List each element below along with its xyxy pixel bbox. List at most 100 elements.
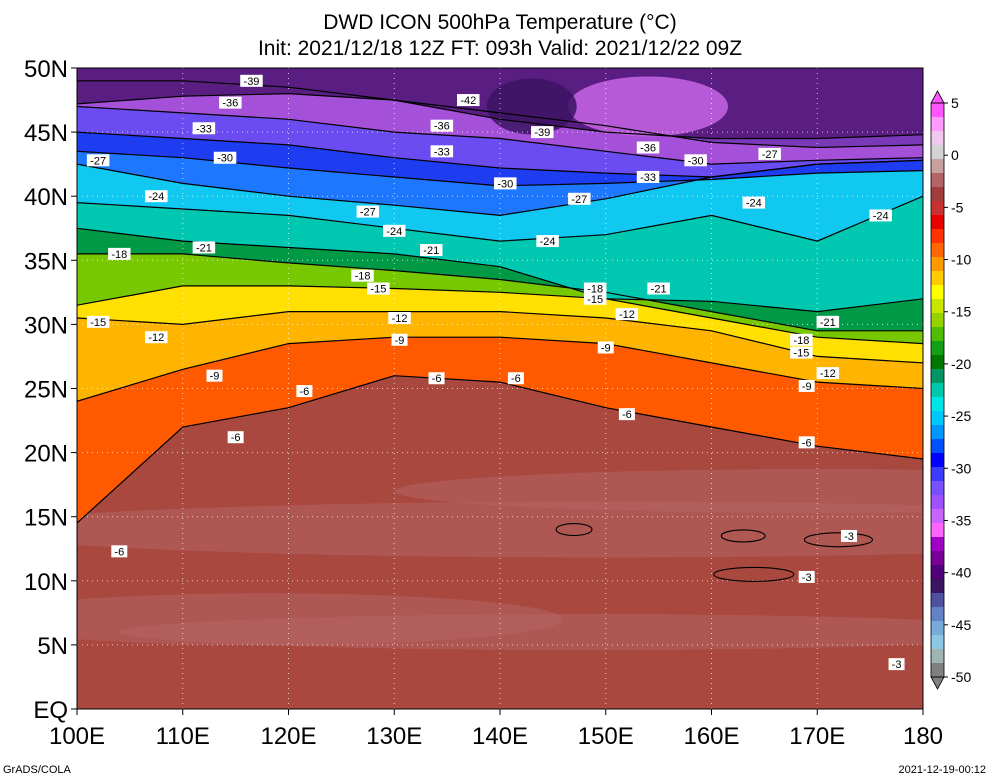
colorbar-label: -45 [951, 617, 971, 633]
svg-text:-24: -24 [873, 210, 889, 222]
isotherm-label: -24 [536, 235, 559, 248]
svg-text:-21: -21 [423, 245, 439, 257]
svg-text:-24: -24 [540, 236, 556, 248]
colorbar-segment [931, 257, 944, 272]
colorbar-segment [931, 271, 944, 286]
isotherm-label: -18 [351, 269, 374, 283]
y-tick-label: 10N [24, 569, 68, 596]
isotherm-label: -21 [816, 315, 840, 329]
svg-text:-9: -9 [395, 335, 405, 347]
y-tick-label: 15N [24, 505, 68, 532]
colorbar-label: -5 [951, 199, 964, 215]
y-tick-label: 5N [37, 633, 68, 660]
isotherm-12 [77, 311, 923, 364]
cold-core [486, 78, 577, 135]
svg-text:-24: -24 [148, 191, 164, 203]
svg-text:-9: -9 [210, 371, 220, 383]
isotherm-label: -30 [213, 151, 237, 165]
colorbar-segment [931, 313, 944, 328]
colorbar-label: -10 [951, 252, 971, 268]
isotherm-label: -12 [816, 367, 840, 380]
colorbar-segment [931, 229, 944, 244]
y-tick-label: 50N [24, 56, 68, 83]
colorbar-segment [931, 425, 944, 440]
isotherm-label: -42 [457, 94, 480, 107]
svg-text:-30: -30 [217, 153, 233, 165]
y-tick-label: EQ [33, 697, 68, 724]
colorbar-segment [931, 397, 944, 412]
isotherm-label: -12 [388, 311, 411, 325]
isotherm-label: -33 [192, 122, 216, 135]
isotherm-21 [77, 227, 923, 313]
map-title: DWD ICON 500hPa Temperature (°C) [323, 11, 677, 34]
svg-text:-15: -15 [793, 348, 809, 360]
colorbar-segment [931, 635, 944, 650]
isotherm-label: -6 [296, 385, 313, 398]
warm-patch [77, 593, 564, 646]
colorbar-segment [931, 285, 944, 300]
colorbar-segment [931, 495, 944, 510]
isotherm-label: -6 [798, 436, 815, 449]
y-tick-label: 45N [24, 120, 68, 147]
svg-text:-18: -18 [355, 271, 371, 283]
svg-text:-27: -27 [571, 194, 587, 206]
colorbar-label: -15 [951, 304, 971, 320]
isotherm-27 [77, 159, 923, 217]
colorbar-label: -30 [951, 460, 971, 476]
isotherm-label: -18 [583, 282, 607, 296]
isotherm-label: -3 [840, 529, 857, 543]
svg-text:-12: -12 [619, 309, 635, 321]
svg-text:-12: -12 [392, 313, 408, 325]
svg-text:-15: -15 [90, 317, 106, 329]
isotherm-label: -9 [597, 341, 614, 354]
axis-labels: 100E 110E 120E 130E 140E 150E 160E 170E 180 EQ 5N 1… [24, 56, 943, 750]
colorbar-segment [931, 383, 944, 398]
svg-text:-18: -18 [793, 335, 809, 347]
isotherm-18 [77, 253, 923, 332]
svg-text:-39: -39 [534, 127, 550, 139]
svg-text:-33: -33 [640, 172, 656, 184]
isotherm-label: -6 [111, 545, 128, 558]
svg-text:-12: -12 [148, 332, 164, 344]
isotherm-42 [77, 92, 923, 140]
colorbar-top-arrow [930, 90, 945, 104]
svg-text:-3: -3 [892, 659, 902, 671]
colorbar-label: -40 [951, 565, 971, 581]
timestamp-text: 2021-12-19-00:12 [898, 764, 986, 776]
colorbar-segment [931, 355, 944, 370]
isotherm-label: -18 [108, 247, 131, 261]
isotherm-label: -27 [758, 147, 781, 161]
isotherm-label: -33 [430, 145, 454, 158]
warm-patch [394, 469, 923, 514]
map-subtitle: Init: 2021/12/18 12Z FT: 093h Valid: 202… [257, 37, 743, 60]
isotherm-3-loop [555, 522, 593, 537]
isotherm-label: -33 [636, 170, 660, 184]
colorbar-segment [931, 663, 944, 678]
isotherm-39 [77, 80, 923, 149]
svg-text:-3: -3 [844, 531, 854, 543]
isotherm-label: -39 [240, 74, 263, 88]
colorbar-label: 5 [951, 95, 959, 111]
colorbar-segment [931, 523, 944, 538]
y-tick-label: 25N [24, 377, 68, 404]
x-tick-label: 110E [156, 723, 210, 750]
colorbar-label: 0 [951, 147, 959, 163]
isotherm-label: -6 [507, 372, 524, 385]
isotherm-6 [77, 375, 923, 524]
svg-text:-36: -36 [640, 142, 656, 154]
colorbar-segment [931, 131, 944, 146]
colorbar-segment [931, 453, 944, 468]
colorbar-label: -35 [951, 512, 971, 528]
isotherm-label: -3 [888, 658, 905, 671]
colorbar-segment [931, 537, 944, 552]
isotherm-label: -21 [420, 244, 443, 257]
isotherm-label: -27 [356, 205, 380, 219]
isotherm-label: -15 [367, 282, 390, 296]
isotherm-label: -24 [742, 196, 766, 210]
svg-text:-39: -39 [244, 76, 260, 88]
colorbar-label: -50 [951, 669, 971, 685]
isotherm-label: -9 [391, 333, 408, 347]
svg-text:-6: -6 [432, 373, 442, 385]
isotherm-label: -3 [798, 570, 815, 584]
